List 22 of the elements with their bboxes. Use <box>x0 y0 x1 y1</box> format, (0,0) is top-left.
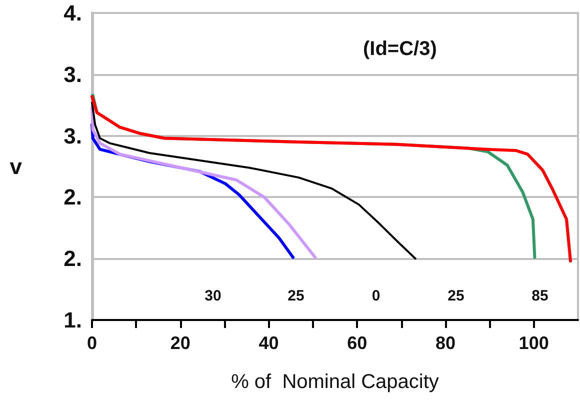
y-tick-label: 2. <box>64 246 82 272</box>
y-tick-label: 2. <box>64 184 82 210</box>
line-series <box>91 102 416 260</box>
text: (Id=C/3) <box>363 38 437 60</box>
x-tick-label: 80 <box>435 333 456 353</box>
x-axis-title: % of Nominal Capacity <box>231 371 439 393</box>
annotation: 0 <box>372 288 380 304</box>
x-tick-label: 0 <box>86 333 98 353</box>
y-tick-label: 4. <box>64 0 82 26</box>
x-tick-label: 20 <box>170 333 190 353</box>
y-axis-title: v <box>10 154 23 179</box>
y-tick-label: 3. <box>64 123 82 148</box>
x-tick-label: 40 <box>258 333 279 353</box>
annotation: 25 <box>448 288 464 304</box>
x-tick-label: 100 <box>518 333 549 353</box>
y-tick-label: 3. <box>64 62 82 87</box>
annotation: 85 <box>532 288 548 304</box>
x-tick-label: 60 <box>347 333 368 353</box>
y-tick-label: 1. <box>64 308 82 332</box>
line-series <box>90 106 317 259</box>
annotation: 30 <box>204 288 222 304</box>
annotation: 25 <box>288 288 304 304</box>
